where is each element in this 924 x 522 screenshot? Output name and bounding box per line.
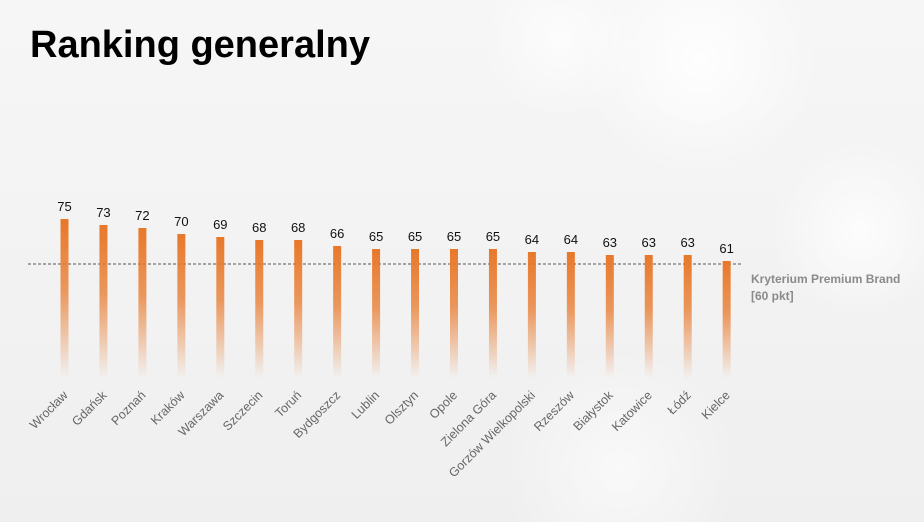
value-label-2: 72 [135, 208, 149, 223]
premium-threshold-label: Kryterium Premium Brand [60 pkt] [751, 271, 900, 305]
threshold-label-line2: [60 pkt] [751, 289, 794, 303]
bar-5 [255, 240, 264, 378]
category-label-5: Szczecin [220, 388, 265, 433]
value-label-12: 64 [525, 232, 539, 247]
value-label-10: 65 [447, 229, 461, 244]
value-label-7: 66 [330, 226, 344, 241]
category-label-14: Białystok [571, 388, 617, 434]
category-label-1: Gdańsk [69, 388, 110, 429]
category-label-13: Rzeszów [531, 388, 577, 434]
value-label-6: 68 [291, 220, 305, 235]
value-label-13: 64 [564, 232, 578, 247]
bar-2 [138, 228, 147, 378]
bar-13 [566, 252, 575, 378]
bar-1 [99, 225, 108, 378]
category-label-8: Lublin [349, 388, 383, 422]
value-label-17: 61 [719, 241, 733, 256]
value-label-3: 70 [174, 214, 188, 229]
bar-12 [527, 252, 536, 378]
value-labels-group: 75 73 72 70 69 68 68 66 65 65 65 65 64 64 63 63 63 61 [57, 199, 734, 256]
threshold-label-line1: Kryterium Premium Brand [751, 272, 901, 286]
bar-9 [411, 249, 420, 378]
value-label-8: 65 [369, 229, 383, 244]
category-label-17: Kielce [699, 388, 733, 422]
value-label-0: 75 [57, 199, 71, 214]
bar-0 [60, 219, 69, 378]
category-label-0: Wrocław [27, 388, 71, 432]
category-label-6: Toruń [272, 388, 304, 420]
value-label-11: 65 [486, 229, 500, 244]
value-label-1: 73 [96, 205, 110, 220]
bar-4 [216, 237, 225, 378]
bar-15 [644, 255, 653, 378]
value-label-9: 65 [408, 229, 422, 244]
value-label-15: 63 [642, 235, 656, 250]
value-label-14: 63 [603, 235, 617, 250]
bar-16 [683, 255, 692, 378]
category-label-9: Olsztyn [382, 388, 421, 427]
bar-14 [605, 255, 614, 378]
bar-11 [488, 249, 497, 378]
category-label-16: Łódź [665, 388, 694, 417]
value-label-5: 68 [252, 220, 266, 235]
page-title: Ranking generalny [30, 24, 370, 66]
bar-17 [722, 261, 731, 378]
value-label-4: 69 [213, 217, 227, 232]
category-label-15: Katowice [609, 388, 655, 434]
bar-7 [333, 246, 342, 378]
bar-3 [177, 234, 186, 378]
bar-6 [294, 240, 303, 378]
value-label-16: 63 [680, 235, 694, 250]
bars-group [60, 219, 731, 378]
bar-8 [372, 249, 381, 378]
bar-10 [450, 249, 458, 378]
category-label-2: Poznań [109, 388, 149, 428]
category-label-10: Opole [427, 388, 461, 422]
